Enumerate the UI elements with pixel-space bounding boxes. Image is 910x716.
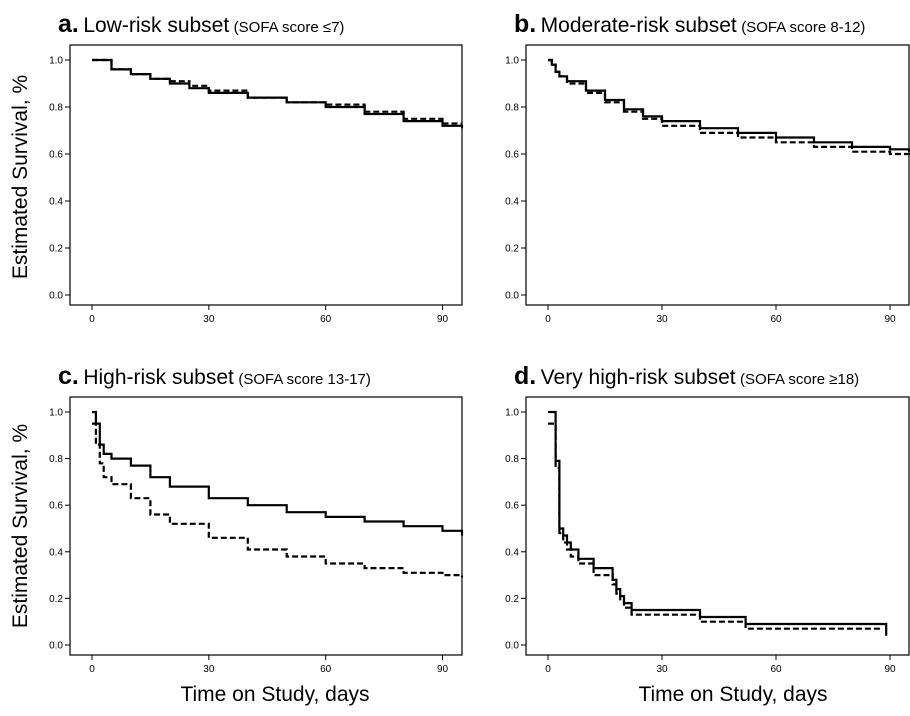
panel-d-frame [525, 396, 910, 656]
panel-a-title-text: Low-risk subset [83, 14, 230, 37]
panel-c-plot: 0.0 0.2 0.4 0.6 0.8 1.0 0 30 60 90 [49, 396, 464, 675]
panel-b-x-tick-label: 90 [884, 314, 896, 325]
panel-b-dashed-curve [548, 58, 910, 157]
panel-c-y-tick-label: 1.0 [49, 408, 63, 419]
panel-d-plot: 0.0 0.2 0.4 0.6 0.8 1.0 0 30 60 90 [505, 396, 910, 675]
panel-c-frame [69, 396, 463, 656]
panel-d-y-tick-label: 0.8 [505, 454, 519, 465]
panel-a-title: a. Low-risk subset (SOFA score ≤7) [58, 10, 344, 39]
panel-d-y-tick-label: 0.6 [505, 501, 519, 512]
panel-a-y-tick-label: 1.0 [49, 56, 63, 67]
panel-c-letter: c. [58, 362, 79, 390]
panel-a-subtitle: (SOFA score ≤7) [233, 19, 345, 36]
panel-c-y-tick-label: 0.4 [49, 547, 63, 558]
panel-a-frame [69, 44, 463, 306]
panel-c-subtitle: (SOFA score 13-17) [238, 371, 371, 388]
panel-c-title-text: High-risk subset [83, 366, 234, 389]
panel-a-y-tick-label: 0.2 [49, 244, 63, 255]
panel-c-x-tick-label: 90 [437, 664, 449, 675]
panel-b-x-tick-label: 60 [770, 314, 782, 325]
panel-c-x-tick-label: 0 [89, 664, 95, 675]
panel-b-solid-curve [548, 58, 910, 152]
panel-c-y-tick-label: 0.6 [49, 501, 63, 512]
panel-a-x-tick-label: 60 [320, 314, 332, 325]
panel-a-y-tick-label: 0.0 [49, 291, 63, 302]
panel-d-y-tick-label: 0.4 [505, 547, 519, 558]
panel-b-y-tick-label: 0.8 [505, 103, 519, 114]
panel-b-x-tick-label: 30 [656, 314, 668, 325]
panel-a-letter: a. [58, 10, 79, 38]
panel-b-plot: 0.0 0.2 0.4 0.6 0.8 1.0 0 30 60 90 [505, 44, 910, 325]
panel-c-solid-curve [92, 410, 464, 536]
panel-a-x-tick-label: 0 [89, 314, 95, 325]
panel-b-y-tick-label: 0.0 [505, 291, 519, 302]
panel-d-y-tick-label: 0.0 [505, 641, 519, 652]
panel-b-y-tick-label: 0.6 [505, 150, 519, 161]
panel-a-dashed-curve [92, 58, 462, 125]
panel-d-subtitle: (SOFA score ≥18) [740, 371, 860, 388]
panel-d-solid-curve [548, 410, 888, 636]
panel-b-letter: b. [514, 10, 537, 38]
panel-a-x-tick-label: 30 [203, 314, 215, 325]
panel-b-x-tick-label: 0 [545, 314, 551, 325]
panel-d-x-tick-label: 90 [884, 664, 896, 675]
panel-a-y-tick-label: 0.8 [49, 103, 63, 114]
panel-c-x-tick-label: 60 [320, 664, 332, 675]
panel-b-subtitle: (SOFA score 8-12) [741, 19, 866, 36]
panel-d-dashed-curve [548, 422, 883, 630]
x-axis-label-right: Time on Study, days [638, 683, 828, 706]
panel-b-frame [525, 44, 910, 306]
panel-c-y-tick-label: 0.2 [49, 594, 63, 605]
panel-d-x-tick-label: 30 [656, 664, 668, 675]
panel-d-x-tick-label: 60 [770, 664, 782, 675]
panel-b-y-tick-label: 0.2 [505, 244, 519, 255]
panel-b-title: b. Moderate-risk subset (SOFA score 8-12… [514, 10, 865, 39]
panel-b-y-tick-label: 0.4 [505, 197, 519, 208]
x-axis-label-left: Time on Study, days [180, 683, 370, 706]
panel-d-x-tick-label: 0 [545, 664, 551, 675]
panel-b-title-text: Moderate-risk subset [540, 14, 737, 37]
panel-c-x-tick-label: 30 [203, 664, 215, 675]
panel-c-dashed-curve [92, 422, 464, 578]
panel-a-x-tick-label: 90 [437, 314, 449, 325]
panel-d-title: d. Very high-risk subset (SOFA score ≥18… [514, 362, 859, 391]
panel-d-letter: d. [514, 362, 537, 390]
panel-c-y-tick-label: 0.8 [49, 454, 63, 465]
panel-c-title: c. High-risk subset (SOFA score 13-17) [58, 362, 371, 391]
panel-d-y-tick-label: 0.2 [505, 594, 519, 605]
panel-a-plot: 0.0 0.2 0.4 0.6 0.8 1.0 0 30 60 90 [49, 44, 464, 325]
panel-b-y-tick-label: 1.0 [505, 56, 519, 67]
panel-c-y-tick-label: 0.0 [49, 641, 63, 652]
panel-d-title-text: Very high-risk subset [540, 366, 736, 389]
panel-d-y-tick-label: 1.0 [505, 408, 519, 419]
panel-a-y-tick-label: 0.4 [49, 197, 63, 208]
panel-a-y-tick-label: 0.6 [49, 150, 63, 161]
